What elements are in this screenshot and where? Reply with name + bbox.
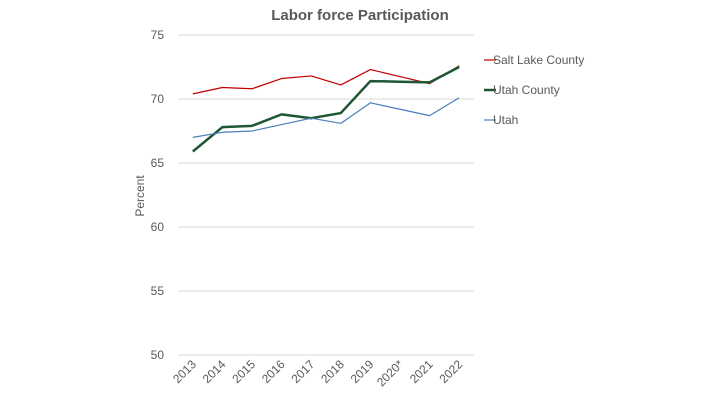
x-tick-label: 2014 <box>200 357 229 386</box>
y-tick-label: 50 <box>151 348 165 362</box>
x-tick-label: 2019 <box>348 357 377 386</box>
y-tick-label: 65 <box>151 156 165 170</box>
x-tick-label: 2021 <box>407 357 436 386</box>
gridlines <box>178 34 474 356</box>
legend-label: Utah <box>493 113 518 127</box>
legend-label: Utah County <box>493 83 560 97</box>
x-tick-label: 2017 <box>289 357 318 386</box>
x-tick-label: 2020* <box>374 357 406 389</box>
y-tick-label: 55 <box>151 284 165 298</box>
y-tick-label: 70 <box>151 92 165 106</box>
y-axis-label: Percent <box>133 175 147 217</box>
series-line <box>192 65 460 95</box>
x-tick-label: 2022 <box>437 357 466 386</box>
x-tick-label: 2016 <box>259 357 288 386</box>
y-axis-ticks: 50 55 60 65 70 75 <box>151 28 165 362</box>
series-line <box>192 65 460 153</box>
y-tick-label: 75 <box>151 28 165 42</box>
x-tick-label: 2018 <box>318 357 347 386</box>
legend: Salt Lake County Utah County Utah <box>484 53 584 127</box>
x-tick-label: 2013 <box>170 357 199 386</box>
series-line <box>192 97 460 138</box>
y-tick-label: 60 <box>151 220 165 234</box>
series-lines <box>192 65 460 153</box>
legend-label: Salt Lake County <box>493 53 584 67</box>
x-tick-label: 2015 <box>229 357 258 386</box>
chart-title: Labor force Participation <box>271 7 449 24</box>
